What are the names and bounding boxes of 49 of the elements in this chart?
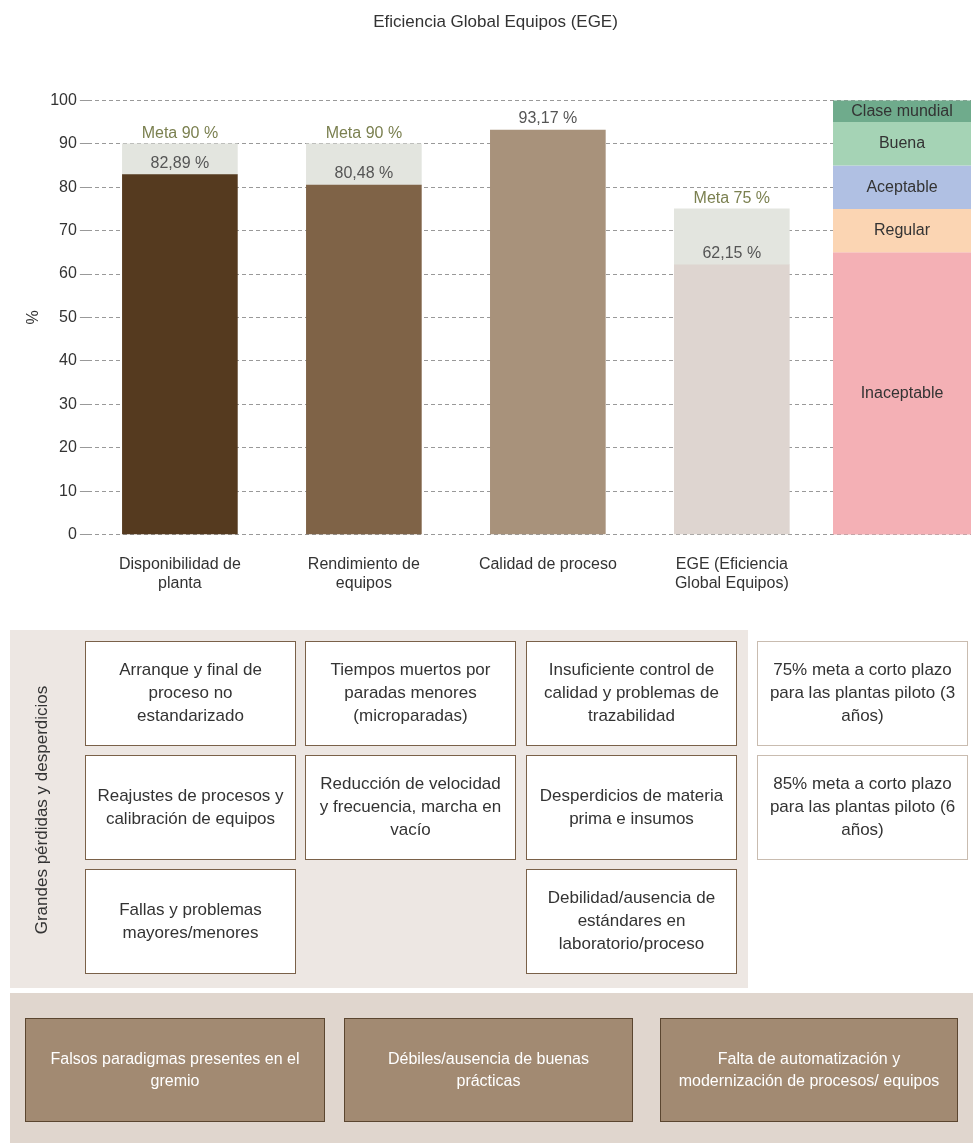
data-label: 82,89 % [150, 153, 210, 171]
y-tick-label: 100 [50, 90, 77, 108]
data-label: 93,17 % [518, 109, 578, 127]
y-tick-label: 50 [59, 307, 77, 325]
text: Reajustes de procesos y calibración de equipos [85, 755, 296, 860]
text: Débiles/ausencia de buenas prácticas [344, 1018, 633, 1122]
text: Fallas y problemas mayores/menores [85, 869, 296, 974]
text: Desperdicios de materia prima e insumos [526, 755, 737, 860]
data-label: 80,48 % [334, 164, 394, 182]
y-tick-label: 90 [59, 134, 77, 152]
text: Arranque y final de proceso no estandarizado [85, 641, 296, 746]
annotation: Meta 90 % [325, 123, 403, 141]
text: 85% meta a corto plazo para las plantas piloto (6 años) [757, 755, 968, 860]
band-label: Regular [873, 221, 931, 239]
band-label: Clase mundial [851, 101, 953, 119]
bar [674, 208, 790, 266]
y-tick-label: 40 [59, 351, 77, 369]
text: Reducción de velocidad y frecuencia, marcha en vacío [305, 755, 516, 860]
text: Insuficiente control de calidad y problemas de trazabilidad [526, 641, 737, 746]
text: Grandes pérdidas y desperdicios [32, 685, 52, 935]
y-tick-label: 0 [67, 525, 77, 543]
y-tick-label: 10 [59, 481, 77, 499]
annotation: Meta 75 % [693, 188, 771, 206]
bar [674, 264, 790, 535]
band-label: Aceptable [866, 177, 938, 195]
chart-title: Eficiencia Global Equipos (EGE) [373, 11, 618, 31]
y-tick-label: 60 [59, 264, 77, 282]
y-tick-label: 30 [59, 394, 77, 412]
y-tick-label: 20 [59, 438, 77, 456]
y-tick-label: 80 [59, 177, 77, 195]
text: Tiempos muertos por paradas menores (microparadas) [305, 641, 516, 746]
data-label: 62,15 % [702, 243, 762, 261]
band-label: Buena [878, 134, 926, 152]
bar [306, 184, 422, 535]
bar [306, 143, 422, 186]
x-tick-label: Calidad de proceso [478, 554, 617, 572]
x-tick-label: EGE (Eficiencia Global Equipos) [674, 554, 789, 591]
y-tick-label: 70 [59, 221, 77, 239]
x-tick-label: Disponibilidad de planta [118, 554, 241, 591]
text: Falta de automatización y modernización de procesos/ equipos [660, 1018, 958, 1122]
bar [122, 174, 238, 535]
text: 75% meta a corto plazo para las plantas piloto (3 años) [757, 641, 968, 746]
annotation: Meta 90 % [141, 123, 219, 141]
bar [490, 129, 606, 535]
text: Debilidad/ausencia de estándares en laboratorio/proceso [526, 869, 737, 974]
y-axis-title: % [24, 310, 42, 325]
text: Falsos paradigmas presentes en el gremio [25, 1018, 325, 1122]
band-label: Inaceptable [860, 383, 944, 401]
x-tick-label: Rendimiento de equipos [307, 554, 420, 591]
